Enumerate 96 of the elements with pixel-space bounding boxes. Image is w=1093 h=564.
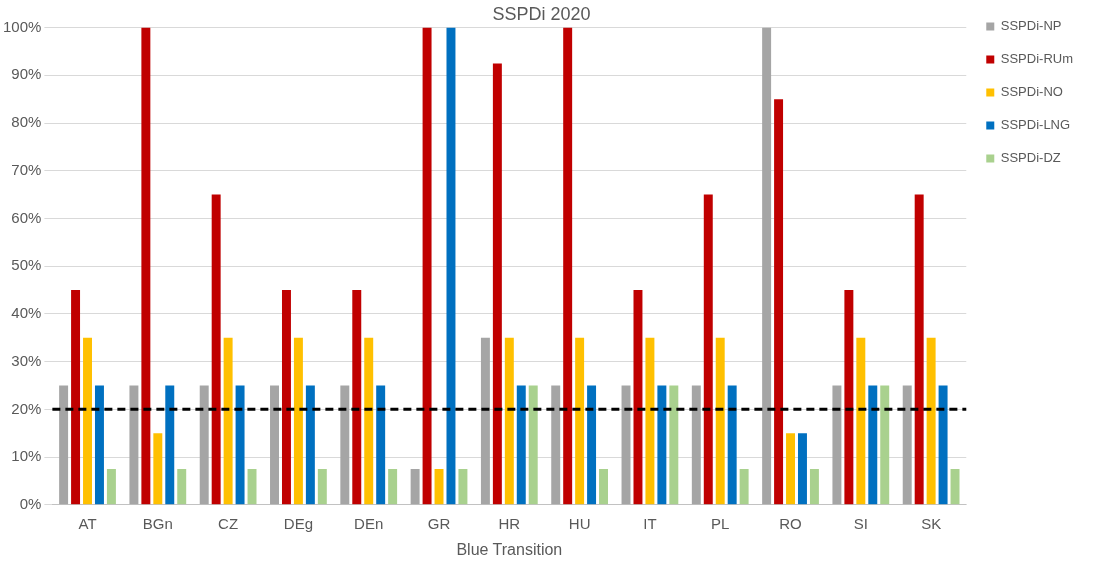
x-tick-label: BGn — [142, 514, 173, 532]
bar — [352, 290, 362, 505]
bar — [856, 337, 866, 505]
x-tick-label: DEn — [354, 514, 384, 532]
bar — [94, 385, 104, 505]
bar — [458, 469, 468, 505]
y-tick-label: 80% — [11, 113, 42, 131]
x-tick-label: AT — [78, 514, 97, 532]
bar — [809, 469, 819, 505]
bar — [71, 290, 81, 505]
x-tick-label: DEg — [283, 514, 314, 532]
bar — [388, 469, 398, 505]
y-tick-label: 30% — [11, 351, 42, 369]
bar — [621, 385, 631, 505]
bar — [551, 385, 561, 505]
bar — [938, 385, 948, 505]
bar — [305, 385, 315, 505]
bar — [141, 27, 151, 505]
bar — [645, 337, 655, 505]
bar — [434, 469, 444, 505]
bar — [528, 385, 538, 505]
bar — [844, 290, 854, 505]
bar — [83, 337, 92, 505]
bar — [281, 290, 291, 505]
legend-label: SSPDi-DZ — [1000, 150, 1061, 166]
bar — [633, 290, 643, 505]
x-axis-title: Blue Transition — [456, 540, 563, 558]
bar — [739, 469, 749, 505]
bar — [446, 27, 456, 505]
bar — [106, 469, 116, 505]
bar — [199, 385, 209, 505]
bar — [563, 27, 573, 505]
bar — [786, 433, 796, 505]
bar — [364, 337, 374, 505]
y-tick-label: 20% — [11, 399, 42, 417]
x-tick-label: HU — [568, 514, 591, 532]
bar — [153, 433, 163, 505]
bar — [774, 99, 784, 505]
bar — [657, 385, 667, 505]
bar — [926, 337, 936, 505]
x-tick-label: IT — [643, 514, 657, 532]
x-tick-label: SI — [853, 514, 868, 532]
x-tick-label: CZ — [218, 514, 239, 532]
chart-title: SSPDi 2020 — [492, 3, 591, 24]
x-tick-label: RO — [779, 514, 802, 532]
bar — [235, 385, 245, 505]
bar — [832, 385, 842, 505]
bar — [691, 385, 701, 505]
x-tick-label: HR — [498, 514, 521, 532]
bar — [317, 469, 327, 505]
bar — [599, 469, 609, 505]
bar — [293, 337, 303, 505]
bar — [880, 385, 890, 505]
bar — [340, 385, 350, 505]
x-tick-label: SK — [921, 514, 942, 532]
bar — [575, 337, 585, 505]
y-tick-label: 10% — [11, 447, 42, 465]
bar — [422, 27, 432, 505]
bar — [703, 194, 713, 505]
bar — [727, 385, 737, 505]
legend-label: SSPDi-NP — [1000, 18, 1062, 34]
x-tick-label: GR — [427, 514, 451, 532]
bar — [762, 27, 772, 505]
bar — [59, 385, 69, 505]
bar — [868, 385, 878, 505]
bar — [480, 337, 490, 505]
bar — [247, 469, 257, 505]
legend-label: SSPDi-LNG — [1000, 117, 1071, 133]
bar — [914, 194, 924, 505]
bar — [902, 385, 912, 505]
bar — [410, 469, 420, 505]
bar — [270, 385, 279, 505]
bar — [669, 385, 679, 505]
y-tick-label: 90% — [11, 65, 42, 83]
bar — [715, 337, 725, 505]
bar — [587, 385, 597, 505]
bar — [492, 63, 502, 505]
y-tick-label: 100% — [2, 17, 42, 35]
y-tick-label: 0% — [19, 494, 42, 512]
y-tick-label: 50% — [11, 256, 42, 274]
y-tick-label: 60% — [11, 208, 42, 226]
bar — [211, 194, 221, 505]
bar — [797, 433, 807, 505]
bar — [504, 337, 514, 505]
bar — [376, 385, 386, 505]
bar — [516, 385, 526, 505]
legend-label: SSPDi-RUm — [1000, 51, 1074, 67]
bar — [165, 385, 175, 505]
bar — [177, 469, 187, 505]
bar — [223, 337, 233, 505]
legend-label: SSPDi-NO — [1000, 84, 1063, 100]
bar — [129, 385, 139, 505]
y-tick-label: 40% — [11, 304, 42, 322]
y-tick-label: 70% — [11, 160, 42, 178]
x-tick-label: PL — [711, 514, 730, 532]
bar — [950, 469, 960, 505]
